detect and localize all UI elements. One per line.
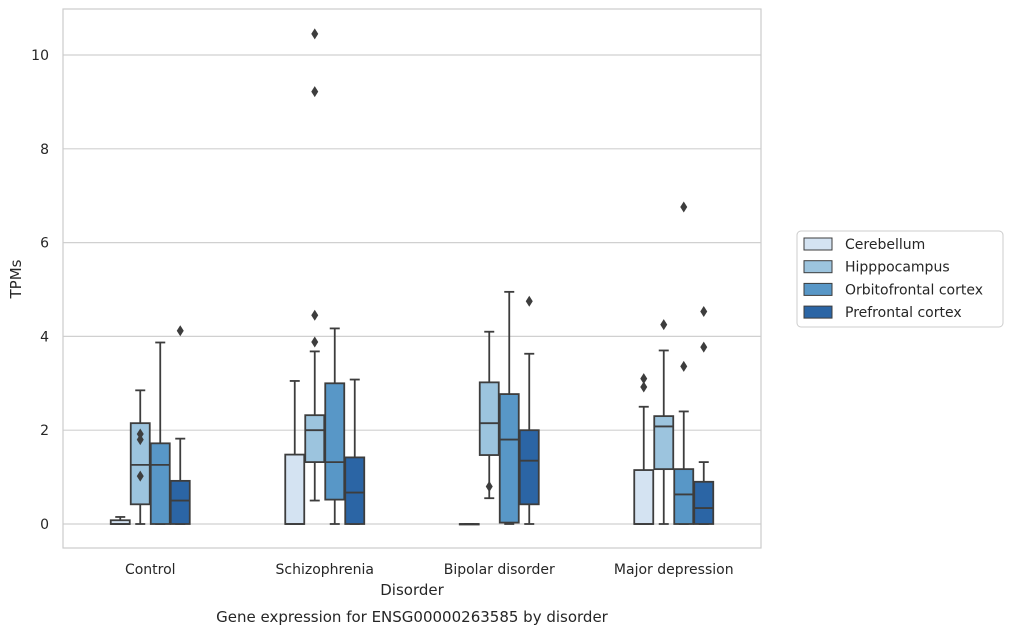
x-tick-label: Major depression: [614, 562, 734, 578]
box-plot-box: [673, 201, 695, 525]
box-iqr: [129, 422, 151, 506]
box-plot-box: [169, 325, 191, 525]
box-iqr: [478, 381, 500, 456]
y-tick-label: 10: [31, 48, 49, 64]
y-axis-title: TPMs: [7, 259, 25, 299]
box-iqr: [284, 453, 306, 525]
x-axis-title: Disorder: [380, 581, 444, 599]
legend-label: Cerebellum: [845, 237, 925, 253]
box-plot-box: [324, 327, 346, 525]
box-plot-box: [693, 306, 715, 525]
legend-swatch: [803, 282, 833, 296]
outlier-point: [680, 201, 688, 213]
legend-label: Prefrontal cortex: [845, 305, 962, 321]
box-iqr: [673, 468, 695, 525]
x-tick-label: Schizophrenia: [276, 562, 374, 578]
box-iqr: [149, 442, 171, 525]
x-tick-label: Control: [125, 562, 176, 578]
y-tick-label: 4: [40, 329, 49, 345]
box-plot-box: [653, 319, 675, 525]
outlier-point: [136, 470, 144, 482]
box-plot-box: [633, 373, 655, 525]
outlier-point: [700, 306, 708, 318]
box-plot-box: [129, 389, 151, 525]
boxes-layer: [109, 28, 715, 526]
legend: Cerebellum Hipppocampus Orbitofrontal cort…: [796, 230, 1004, 328]
legend-swatch: [803, 237, 833, 251]
outlier-point: [136, 428, 144, 440]
outlier-point: [525, 295, 533, 307]
box-plot-box: [149, 341, 171, 525]
outlier-point: [176, 325, 184, 337]
outlier-point: [660, 319, 668, 331]
box-iqr: [324, 382, 346, 501]
box-plot-box: [478, 330, 500, 500]
x-tick-labels: Control Schizophrenia Bipolar disorder Majo…: [125, 562, 734, 578]
box-iqr: [518, 429, 540, 506]
box-iqr: [304, 414, 326, 463]
x-tick-label: Bipolar disorder: [444, 562, 555, 578]
legend-frame: [796, 230, 1004, 328]
outlier-point: [485, 480, 493, 492]
box-iqr: [498, 393, 520, 524]
legend-label: Orbitofrontal cortex: [845, 282, 983, 298]
box-plot-box: [344, 378, 366, 525]
y-tick-label: 2: [40, 423, 49, 439]
outlier-point: [700, 341, 708, 353]
plot-frame: [62, 8, 762, 549]
box-iqr: [169, 479, 191, 525]
legend-label: Hipppocampus: [845, 260, 950, 276]
box-plot-box: [498, 290, 520, 525]
outlier-point: [311, 28, 319, 40]
legend-swatch: [803, 260, 833, 274]
outlier-point: [680, 360, 688, 372]
outlier-point: [640, 381, 648, 393]
outlier-point: [311, 86, 319, 98]
y-tick-label: 6: [40, 236, 49, 252]
box-plot-box: [304, 28, 326, 502]
outlier-point: [640, 373, 648, 385]
box-plot-box: [284, 380, 306, 525]
y-tick-labels: 0 2 4 6 8 10: [31, 48, 49, 533]
outlier-point: [311, 336, 319, 348]
y-tick-label: 0: [40, 517, 49, 533]
box-plot-box: [109, 516, 131, 525]
box-iqr: [693, 480, 715, 525]
legend-swatch: [803, 305, 833, 319]
y-tick-label: 8: [40, 142, 49, 158]
outlier-point: [311, 309, 319, 321]
box-iqr: [653, 415, 675, 471]
outlier-point: [136, 434, 144, 446]
box-plot-box: [518, 295, 540, 525]
box-iqr: [344, 456, 366, 525]
box-iqr: [633, 469, 655, 525]
chart-caption: Gene expression for ENSG00000263585 by d…: [216, 608, 609, 626]
box-plot-box: [458, 523, 480, 526]
